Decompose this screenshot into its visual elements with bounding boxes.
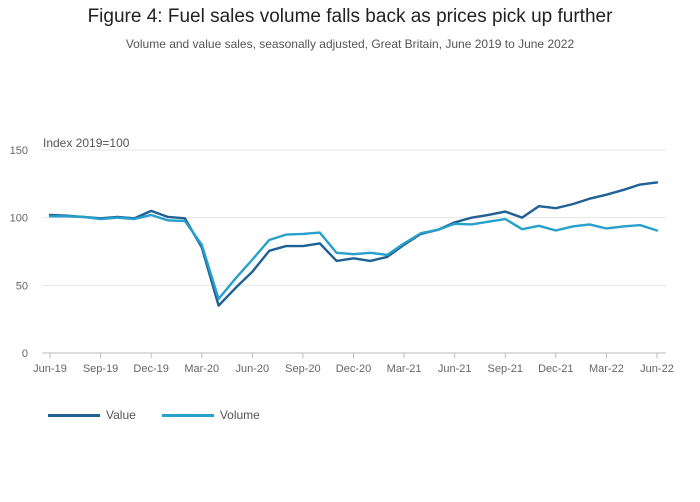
legend-label-value: Value: [106, 408, 136, 422]
chart-title: Figure 4: Fuel sales volume falls back a…: [87, 6, 613, 27]
legend-item-value[interactable]: Value: [48, 408, 136, 422]
legend-item-volume[interactable]: Volume: [161, 408, 260, 422]
legend-swatch-value: [48, 413, 100, 417]
chart-legend: Value Volume: [48, 408, 260, 422]
x-tick-label: Jun-22: [640, 363, 674, 375]
x-tick-label: Dec-21: [538, 363, 573, 375]
x-tick-label: Mar-20: [184, 363, 219, 375]
x-tick-label: Sep-21: [488, 363, 523, 375]
legend-swatch-volume: [161, 413, 214, 417]
x-tick-label: Sep-20: [285, 363, 320, 375]
legend-label-volume: Volume: [219, 408, 260, 422]
x-tick-label: Jun-19: [33, 363, 67, 375]
x-tick-label: Jun-21: [438, 363, 472, 375]
y-axis-label: Index 2019=100: [43, 136, 130, 150]
x-tick-label: Dec-20: [336, 363, 371, 375]
y-tick-label: 100: [10, 213, 28, 225]
series-line-volume[interactable]: [48, 213, 659, 301]
x-tick-label: Jun-20: [236, 363, 270, 375]
chart-subtitle: Volume and value sales, seasonally adjus…: [125, 37, 575, 51]
x-tick-label: Sep-19: [83, 363, 118, 375]
x-tick-label: Mar-22: [589, 363, 624, 375]
series-line-value[interactable]: [48, 181, 659, 307]
x-tick-label: Dec-19: [133, 363, 168, 375]
x-tick-label: Mar-21: [387, 363, 422, 375]
y-tick-label: 150: [10, 145, 28, 157]
y-tick-label: 0: [22, 348, 28, 360]
y-tick-label: 50: [16, 280, 28, 292]
